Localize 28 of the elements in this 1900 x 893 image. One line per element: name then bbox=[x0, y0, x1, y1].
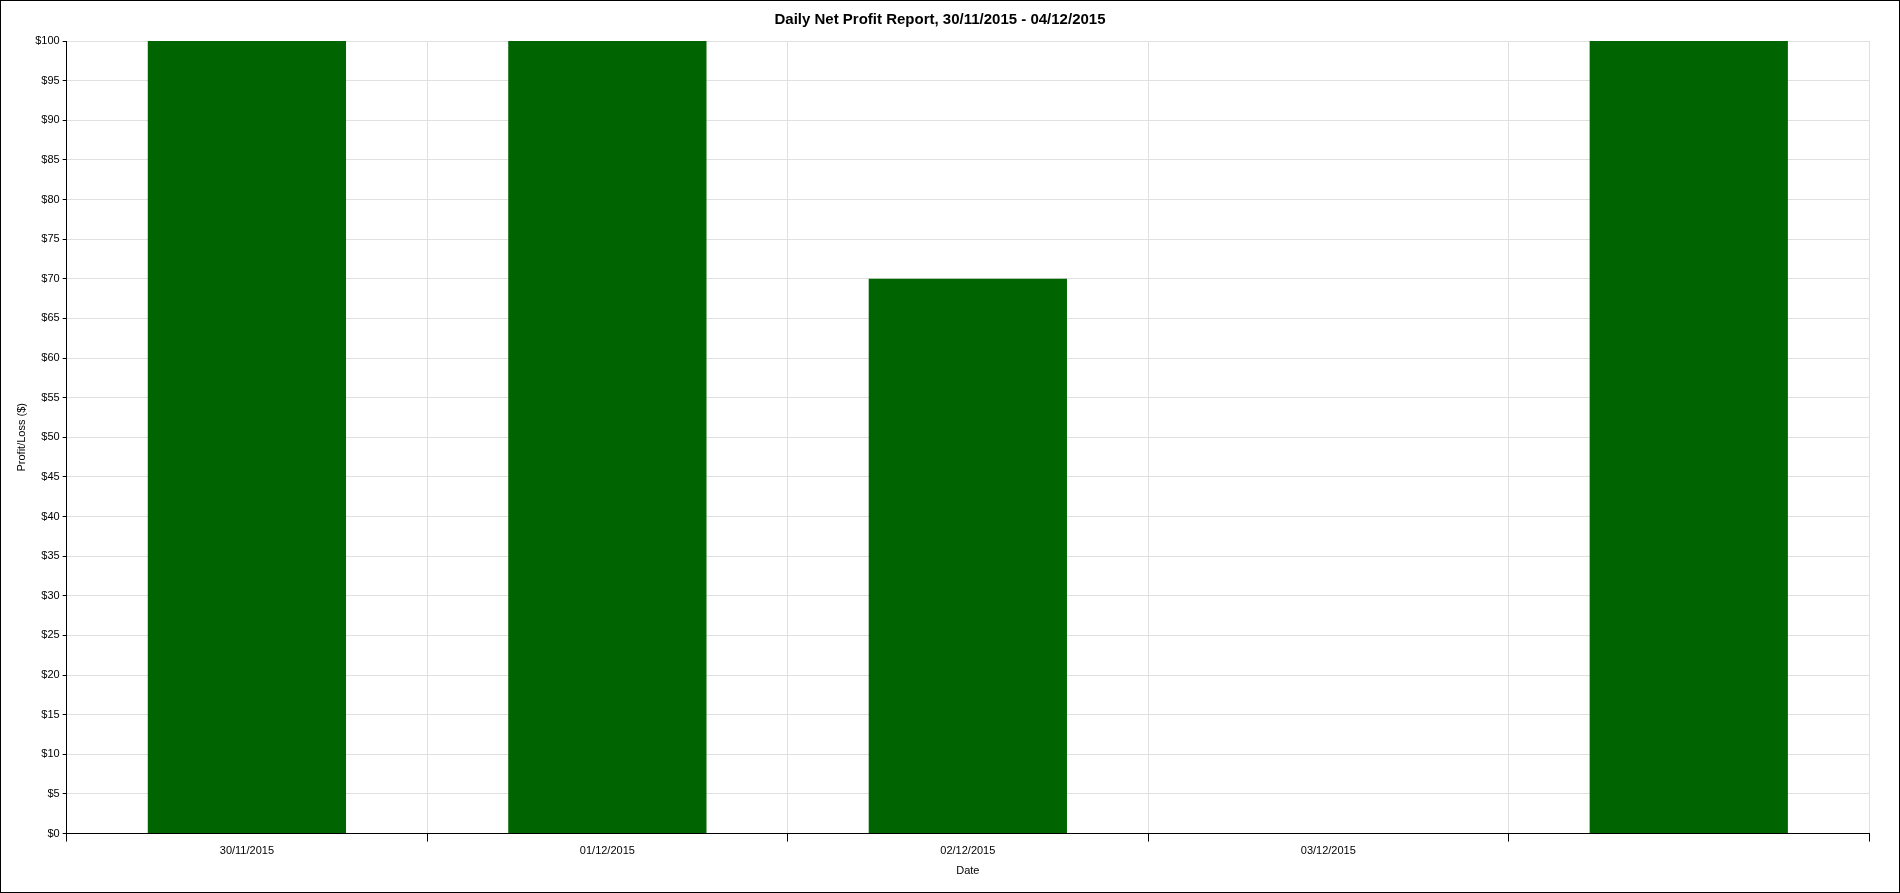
y-axis-title: Profit/Loss ($) bbox=[14, 403, 27, 472]
y-tick-label: $65 bbox=[41, 311, 60, 324]
y-tick-label: $50 bbox=[41, 430, 60, 443]
y-tick-label: $15 bbox=[41, 707, 60, 720]
y-tick-label: $5 bbox=[47, 787, 60, 799]
y-tick-label: $80 bbox=[41, 192, 60, 205]
y-tick-label: $75 bbox=[41, 232, 60, 245]
y-tick-label: $40 bbox=[41, 509, 60, 522]
y-tick-label: $55 bbox=[41, 390, 60, 403]
x-tick-label: 01/12/2015 bbox=[579, 844, 635, 857]
x-tick-label: 30/11/2015 bbox=[219, 844, 275, 857]
y-tick-label: $70 bbox=[41, 271, 60, 284]
x-tick-label: 03/12/2015 bbox=[1300, 844, 1356, 857]
y-tick-label: $45 bbox=[41, 469, 60, 482]
x-tick-label: 02/12/2015 bbox=[940, 844, 996, 857]
y-tick-label: $100 bbox=[35, 34, 60, 47]
y-tick-label: $30 bbox=[41, 588, 60, 601]
x-axis-title: Date bbox=[956, 864, 980, 877]
y-tick-label: $35 bbox=[41, 549, 60, 562]
y-tick-label: $0 bbox=[47, 826, 60, 839]
y-tick-label: $90 bbox=[41, 113, 60, 126]
y-tick-label: $95 bbox=[41, 73, 60, 86]
y-tick-label: $25 bbox=[41, 628, 60, 641]
y-tick-label: $85 bbox=[41, 152, 60, 165]
y-tick-label: $60 bbox=[41, 351, 60, 364]
y-tick-label: $10 bbox=[41, 747, 60, 760]
chart-title: Daily Net Profit Report, 30/11/2015 - 04/12/2015 bbox=[774, 10, 1106, 28]
y-tick-label: $20 bbox=[41, 668, 60, 681]
